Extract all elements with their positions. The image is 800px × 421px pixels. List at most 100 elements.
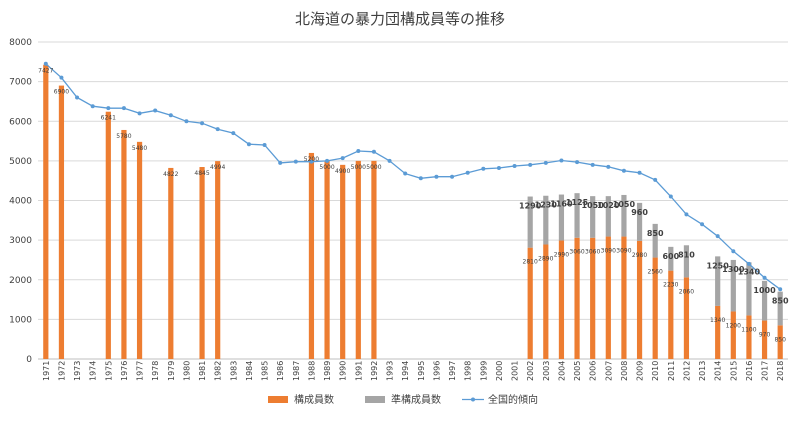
y-tick-label: 4000 <box>9 197 32 207</box>
bar-members-label: 4994 <box>210 164 225 171</box>
legend-label: 準構成員数 <box>391 393 441 406</box>
trend-point <box>715 234 720 239</box>
x-tick-label: 2003 <box>542 361 551 381</box>
trend-point <box>231 131 236 136</box>
trend-point <box>371 149 376 154</box>
bar-members-label: 5480 <box>132 145 147 152</box>
legend-swatch <box>365 396 385 403</box>
bar-quasi-label: 1020 <box>597 201 620 210</box>
bar-members-label: 5780 <box>116 133 131 140</box>
legend-item: 全国的傾向 <box>462 393 538 406</box>
bar-quasi-label: 1050 <box>582 201 605 210</box>
bar-members <box>652 257 658 359</box>
x-tick-label: 1981 <box>198 361 207 381</box>
x-tick-label: 1999 <box>479 361 488 381</box>
x-tick-label: 2014 <box>714 361 723 381</box>
trend-point <box>606 164 611 169</box>
bar-quasi-label: 1000 <box>753 286 776 295</box>
bar-quasi-label: 600 <box>662 252 679 261</box>
x-tick-label: 1986 <box>276 361 285 381</box>
trend-point <box>75 95 80 100</box>
y-tick-label: 5000 <box>9 157 32 167</box>
trend-point <box>90 104 95 109</box>
bar-members-label: 3060 <box>569 249 584 256</box>
trend-point <box>246 142 251 147</box>
bar-members <box>621 236 627 359</box>
x-tick-label: 2012 <box>682 361 691 381</box>
x-tick-label: 2013 <box>698 361 707 381</box>
y-axis: 0 1000 2000 3000 4000 5000 6000 7000 8000 <box>9 38 32 365</box>
trend-point <box>387 158 392 163</box>
bar-members-label: 7427 <box>38 68 53 75</box>
bar-members-label: 5000 <box>319 164 334 171</box>
bar-quasi-members <box>652 223 658 258</box>
bars <box>43 64 783 360</box>
trend-point <box>653 177 658 182</box>
bar-members-label: 1200 <box>726 322 741 329</box>
bar-members-label: 850 <box>774 336 786 343</box>
legend-label: 全国的傾向 <box>488 393 538 406</box>
bar-quasi-members <box>715 256 721 306</box>
bar-members-label: 4822 <box>163 171 178 178</box>
trend-point <box>496 166 501 171</box>
trend-point <box>262 143 267 148</box>
x-tick-label: 1972 <box>57 361 66 381</box>
bar-members <box>636 240 643 359</box>
x-tick-label: 2008 <box>620 361 629 381</box>
x-tick-label: 1975 <box>104 361 113 381</box>
bar-quasi-members <box>543 195 549 245</box>
legend-swatch <box>268 396 288 403</box>
trend-point <box>59 75 64 80</box>
bar-members <box>43 64 49 359</box>
bar-members <box>590 237 596 359</box>
bar-members-label: 1340 <box>710 317 725 324</box>
x-tick-label: 1971 <box>42 361 51 381</box>
bar-members-label: 2060 <box>679 288 694 295</box>
legend: 構成員数 準構成員数 全国的傾向 <box>268 393 538 406</box>
bar-quasi-members <box>558 194 565 241</box>
bar-members-label: 2980 <box>632 252 647 259</box>
bar-quasi-label: 1050 <box>613 200 636 209</box>
bar-members-label: 6900 <box>54 89 69 96</box>
y-tick-label: 3000 <box>9 236 32 246</box>
x-tick-label: 1976 <box>120 361 129 381</box>
trend-point <box>481 166 486 171</box>
bar-members <box>105 111 111 359</box>
bar-members-label: 5000 <box>351 164 366 171</box>
bar-members <box>324 160 330 359</box>
bar-quasi-label: 1340 <box>738 267 761 276</box>
legend-swatch-marker <box>471 397 475 402</box>
bar-members <box>605 236 611 359</box>
x-tick-label: 2005 <box>573 361 582 381</box>
x-tick-label: 1991 <box>354 361 363 381</box>
trend-point <box>418 176 423 181</box>
trend-point <box>356 148 361 153</box>
trend-point <box>668 194 673 199</box>
trend-point <box>340 156 345 161</box>
trend-point <box>762 275 767 280</box>
x-tick-label: 2016 <box>745 361 754 381</box>
bar-members <box>761 320 768 359</box>
bar-members <box>574 237 580 359</box>
trend-point <box>293 159 298 164</box>
bar-quasi-label: 1250 <box>707 261 730 270</box>
bar-members-label: 1100 <box>741 326 756 333</box>
trend-point <box>325 158 330 163</box>
bar-members-label: 2990 <box>554 252 569 259</box>
bar-members <box>746 315 752 359</box>
trend-point <box>559 158 564 163</box>
trend-point <box>465 170 470 175</box>
x-tick-label: 2017 <box>761 361 770 381</box>
trend-point <box>168 113 173 118</box>
x-tick-label: 1987 <box>292 361 301 381</box>
bar-members <box>58 85 65 360</box>
bar-quasi-members <box>590 196 596 238</box>
trend-point <box>403 171 408 176</box>
bar-members-label: 2810 <box>523 259 538 266</box>
x-tick-label: 1977 <box>136 361 145 381</box>
trend-point <box>528 162 533 167</box>
trend-point <box>731 249 736 254</box>
bar-members-label: 3090 <box>601 248 616 255</box>
y-tick-label: 2000 <box>9 276 32 286</box>
